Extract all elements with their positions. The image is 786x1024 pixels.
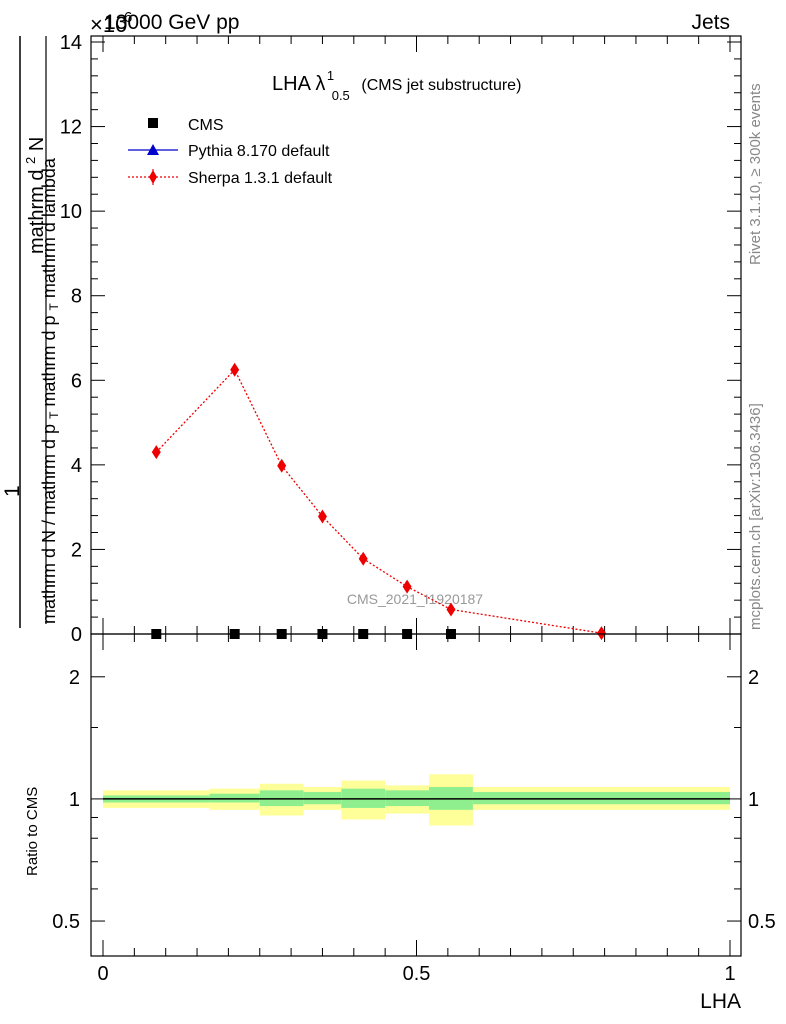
ratio-ytick-label-left: 2 (69, 667, 80, 689)
sherpa-line (155, 368, 602, 634)
legend-sherpa-label: Sherpa 1.3.1 default (188, 170, 333, 187)
main-ytick-label: 10 (60, 201, 82, 223)
ratio-band-inner (303, 792, 342, 805)
ratio-y-ticks: 0.5 0.5 1 1 2 2 (52, 667, 776, 933)
ratio-ylabel: Ratio to CMS (24, 787, 41, 876)
sherpa-point (358, 551, 368, 566)
main-ytick-label: 2 (71, 539, 82, 561)
plot-title: LHA λ 1 0.5 (CMS jet substructure) (272, 63, 521, 105)
ratio-xtick-label: 0 (97, 963, 108, 985)
sherpa-series (151, 362, 606, 641)
sherpa-point (230, 362, 240, 377)
ratio-band-inner (472, 792, 730, 805)
legend-pythia-marker (147, 144, 159, 155)
ylabel-numerator-sup: 2 (23, 157, 38, 164)
plot-title-suffix: (CMS jet substructure) (361, 77, 521, 94)
exponent-label: ×10 (90, 12, 127, 37)
main-ytick-label: 8 (71, 286, 82, 308)
ratio-xtick-label: 0.5 (403, 963, 431, 985)
plot-title-sup: 1 (327, 68, 334, 83)
mcplots-label: mcplots.cern.ch [arXiv:1306.3436] (747, 403, 764, 630)
ratio-plot-panel: 0.5 0.51 12 2 0 0.5 1 Ratio to CMS LHA (24, 633, 776, 1013)
ylabel-den-sub-a: T (47, 411, 61, 419)
rivet-label: Rivet 3.1.10, ≥ 300k events (747, 83, 764, 265)
exponent-power: 6 (124, 9, 132, 26)
ylabel-numerator-n: N (26, 137, 48, 151)
ratio-ytick-label-left: 1 (69, 789, 80, 811)
main-ytick-label: 4 (71, 455, 82, 477)
ylabel-numerator: mathrm d 2 N (18, 137, 48, 254)
ylabel-den-c: mathrm d lambda (39, 157, 59, 298)
ratio-ytick-label-right: 2 (748, 667, 759, 689)
sherpa-point (317, 509, 327, 524)
ylabel-den-a: mathrm d N / mathrm d p (39, 424, 59, 624)
energy-label: 13000 GeV pp (104, 11, 239, 34)
plot-title-sub: 0.5 (332, 88, 350, 103)
sherpa-point (596, 626, 606, 641)
ratio-ytick-label-left: 0.5 (52, 911, 80, 933)
sherpa-point (402, 579, 412, 594)
sherpa-point (277, 458, 287, 473)
ylabel-den-b: mathrm d p (39, 316, 59, 407)
main-ytick-label: 0 (71, 624, 82, 646)
main-x-ticks (102, 36, 731, 634)
sherpa-point (151, 445, 161, 460)
ratio-band-inner (209, 793, 260, 803)
legend-sherpa-marker (149, 170, 157, 184)
ratio-xtick-label: 1 (724, 963, 735, 985)
ylabel-denominator: mathrm d N / mathrm d p T mathrm d p T m… (39, 157, 66, 624)
sherpa-point (446, 602, 456, 617)
main-ytick-label: 12 (60, 117, 82, 139)
legend: CMS Pythia 8.170 default Sherpa 1.3.1 de… (128, 117, 333, 187)
ylabel-den-sub-b: T (47, 303, 61, 311)
process-label: Jets (691, 11, 730, 34)
ylabel-one: 1 (1, 485, 24, 497)
ratio-x-ticks: 0 0.5 1 (97, 634, 736, 985)
ylabel-numerator-d: mathrm d (26, 170, 48, 254)
main-ytick-label: 6 (71, 370, 82, 392)
main-ytick-label: 14 (60, 32, 82, 54)
ratio-ytick-label-right: 0.5 (748, 911, 776, 933)
legend-pythia-label: Pythia 8.170 default (188, 143, 330, 160)
legend-cms-label: CMS (188, 117, 224, 134)
legend-cms-marker (148, 118, 158, 128)
main-y-ticks: 0 2 4 6 8 10 12 14 (60, 32, 741, 646)
ratio-ytick-label-right: 1 (748, 789, 759, 811)
watermark: CMS_2021_I1920187 (347, 591, 483, 607)
plot-title-main: LHA λ (272, 73, 325, 95)
x-axis-label: LHA (700, 990, 741, 1013)
